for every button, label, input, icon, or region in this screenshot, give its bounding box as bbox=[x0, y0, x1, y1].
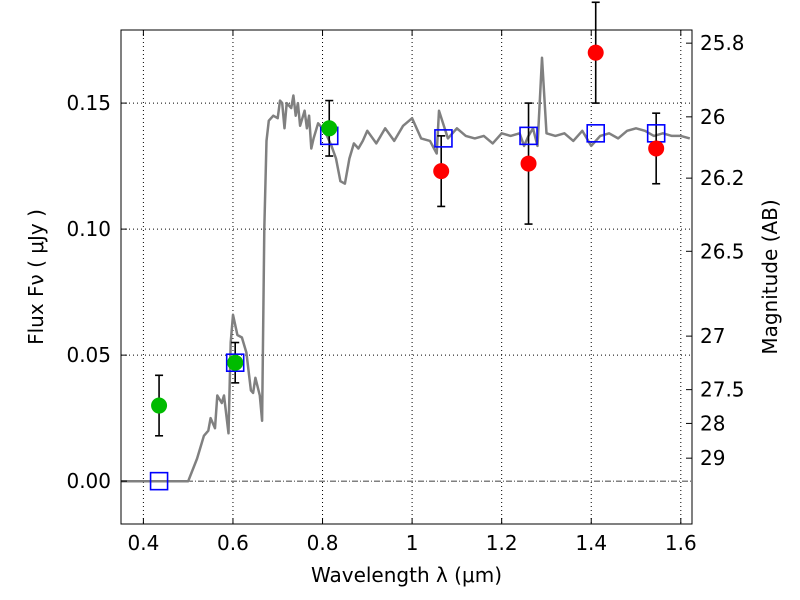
mag-tick-label: 26.5 bbox=[700, 239, 745, 263]
red-point bbox=[587, 44, 604, 61]
magnitude-tick-labels: 25.8 26 26.2 26.5 27 27.5 28 29 bbox=[700, 31, 745, 470]
spectrum-line bbox=[121, 56, 691, 483]
red-point bbox=[433, 163, 450, 180]
y-tick-label: 0.00 bbox=[66, 469, 111, 493]
y-axis-label: Flux Fν ( μJy ) bbox=[24, 209, 48, 345]
x-tick-label: 1 bbox=[406, 531, 419, 555]
grid-lines bbox=[121, 30, 692, 524]
axis-ticks bbox=[121, 30, 692, 524]
red-point bbox=[520, 155, 537, 172]
green-point bbox=[227, 354, 244, 371]
x-tick-label: 1.2 bbox=[486, 531, 518, 555]
model-spectrum bbox=[121, 56, 691, 483]
green-point bbox=[321, 120, 338, 137]
mag-tick-label: 26.2 bbox=[700, 166, 745, 190]
mag-tick-label: 28 bbox=[700, 411, 725, 435]
red-point bbox=[648, 140, 665, 157]
x-tick-label: 0.4 bbox=[127, 531, 159, 555]
y-tick-label: 0.15 bbox=[66, 91, 111, 115]
y-tick-label: 0.10 bbox=[66, 217, 111, 241]
green-point bbox=[151, 397, 168, 414]
model-photometry-square bbox=[519, 126, 538, 146]
x-axis-label: Wavelength λ (μm) bbox=[311, 563, 502, 587]
x-tick-label: 0.6 bbox=[217, 531, 249, 555]
photometry-markers bbox=[149, 44, 666, 491]
mag-tick-label: 26 bbox=[700, 105, 725, 129]
model-photometry-square bbox=[586, 124, 606, 143]
x-tick-labels: 0.4 0.6 0.8 1 1.2 1.4 1.6 bbox=[127, 531, 696, 555]
magnitude-axis-label: Magnitude (AB) bbox=[758, 199, 782, 354]
model-photometry-square bbox=[225, 353, 245, 372]
model-photometry-square bbox=[434, 129, 453, 148]
x-tick-label: 1.4 bbox=[575, 531, 607, 555]
mag-tick-label: 27 bbox=[700, 324, 725, 348]
y-tick-label: 0.05 bbox=[66, 343, 111, 367]
x-tick-label: 0.8 bbox=[307, 531, 339, 555]
x-tick-label: 1.6 bbox=[665, 531, 697, 555]
model-photometry-square bbox=[149, 471, 169, 491]
y-tick-labels: 0.00 0.05 0.10 0.15 bbox=[66, 91, 111, 493]
plot-frame bbox=[120, 29, 693, 525]
mag-tick-label: 25.8 bbox=[700, 31, 745, 55]
mag-tick-label: 27.5 bbox=[700, 378, 745, 402]
mag-tick-label: 29 bbox=[700, 446, 725, 470]
